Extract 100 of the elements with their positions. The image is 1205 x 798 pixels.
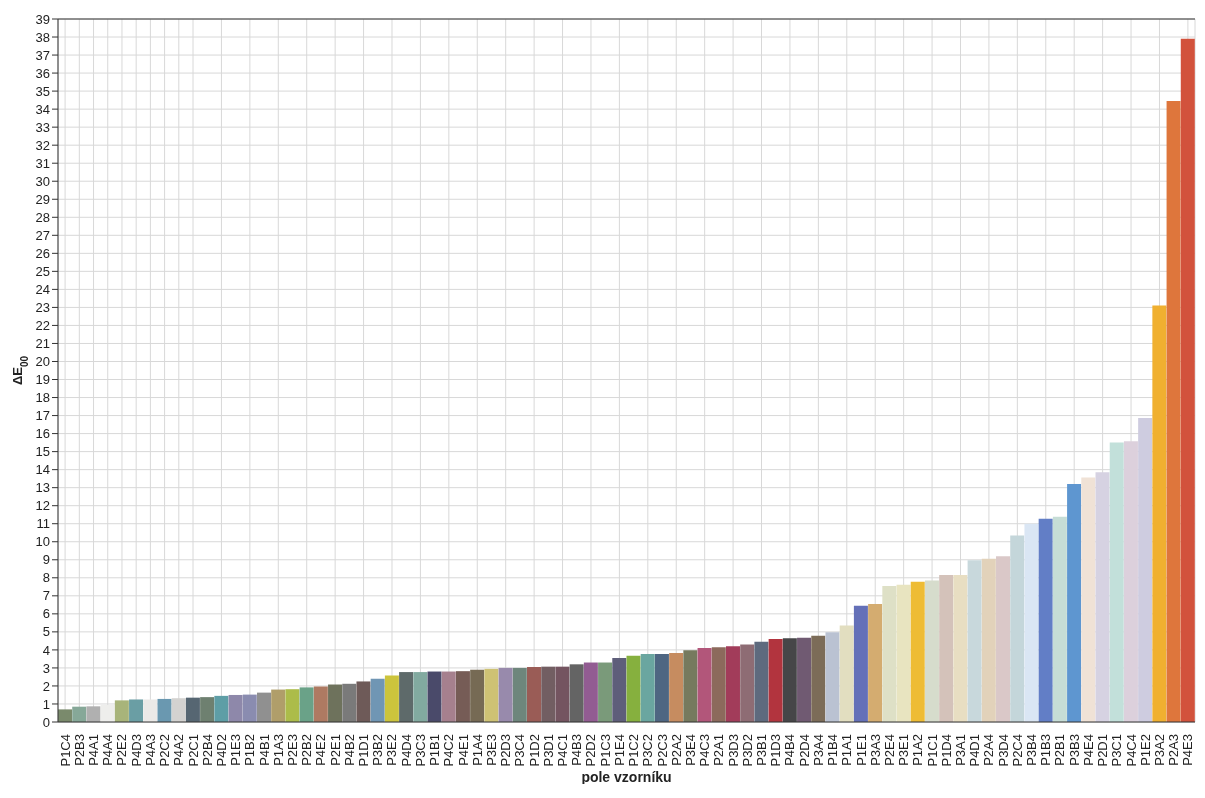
bar bbox=[200, 697, 215, 722]
y-tick-label: 17 bbox=[35, 408, 50, 424]
bar bbox=[271, 689, 286, 722]
x-tick-label: P1B4 bbox=[825, 734, 841, 766]
x-tick-label: P4E1 bbox=[455, 734, 471, 766]
bar bbox=[484, 668, 499, 722]
x-tick-label: P4B4 bbox=[782, 734, 798, 766]
x-tick-label: P3A1 bbox=[952, 734, 968, 766]
bar bbox=[1052, 516, 1067, 722]
bar bbox=[1067, 484, 1082, 722]
x-tick-label: P2C4 bbox=[1009, 734, 1025, 767]
y-tick-label: 26 bbox=[35, 245, 50, 261]
x-tick-label: P2B3 bbox=[71, 734, 87, 766]
bar bbox=[768, 639, 783, 722]
x-tick-label: P4E2 bbox=[313, 734, 329, 766]
y-tick-label: 1 bbox=[42, 696, 50, 712]
y-tick-label: 20 bbox=[35, 354, 50, 370]
x-tick-label: P3E1 bbox=[896, 734, 912, 766]
y-tick-label: 25 bbox=[35, 263, 50, 279]
bar bbox=[868, 603, 883, 722]
y-tick-label: 31 bbox=[35, 155, 50, 171]
y-tick-label: 6 bbox=[42, 606, 50, 622]
x-tick-label: P2A2 bbox=[668, 734, 684, 766]
x-tick-label: P1A3 bbox=[270, 734, 286, 766]
y-tick-label: 33 bbox=[35, 119, 50, 135]
x-tick-label: P4E3 bbox=[1180, 734, 1196, 766]
bar bbox=[1038, 518, 1053, 722]
bar bbox=[100, 704, 115, 722]
bar bbox=[725, 646, 740, 722]
x-tick-label: P2E3 bbox=[285, 734, 301, 766]
x-tick-label: P3C2 bbox=[640, 734, 656, 767]
x-tick-label: P2B2 bbox=[299, 734, 315, 766]
bar bbox=[967, 560, 982, 722]
x-tick-label: P4C3 bbox=[697, 734, 713, 767]
bar bbox=[399, 672, 414, 722]
x-tick-label: P3E2 bbox=[384, 734, 400, 766]
bar bbox=[299, 687, 314, 722]
x-tick-label: P4D1 bbox=[967, 734, 983, 767]
x-tick-label: P1E2 bbox=[1137, 734, 1153, 766]
bar bbox=[626, 655, 641, 722]
y-tick-label: 16 bbox=[35, 426, 50, 442]
x-tick-label: P3D3 bbox=[725, 734, 741, 767]
x-tick-label: P2E2 bbox=[114, 734, 130, 766]
bar bbox=[825, 632, 840, 722]
x-tick-label: P4B3 bbox=[569, 734, 585, 766]
y-tick-label: 39 bbox=[35, 11, 50, 27]
x-tick-label: P3E4 bbox=[682, 734, 698, 766]
x-tick-label: P4A1 bbox=[86, 734, 102, 766]
y-tick-label: 11 bbox=[36, 516, 50, 532]
x-axis-title: pole vzorníku bbox=[581, 769, 672, 785]
y-tick-label: 15 bbox=[35, 444, 50, 460]
bar bbox=[356, 681, 371, 722]
x-tick-label: P1B2 bbox=[242, 734, 258, 766]
x-tick-label: P2A4 bbox=[981, 734, 997, 766]
x-tick-label: P3C3 bbox=[412, 734, 428, 767]
bar bbox=[654, 654, 669, 722]
y-tick-label: 37 bbox=[35, 47, 50, 63]
x-tick-label: P3B3 bbox=[1066, 734, 1082, 766]
bar bbox=[342, 683, 357, 722]
bar bbox=[740, 644, 755, 722]
bar bbox=[981, 558, 996, 722]
y-tick-label: 22 bbox=[35, 318, 50, 334]
bar bbox=[1024, 523, 1039, 722]
bar bbox=[328, 684, 343, 722]
bar bbox=[910, 581, 925, 722]
bar bbox=[129, 699, 144, 722]
x-tick-label: P1B3 bbox=[1038, 734, 1054, 766]
y-tick-label: 29 bbox=[35, 191, 50, 207]
x-tick-label: P1D1 bbox=[356, 734, 372, 767]
bar bbox=[598, 662, 613, 722]
y-tick-label: 2 bbox=[42, 678, 50, 694]
bar bbox=[313, 686, 328, 722]
bar bbox=[256, 692, 271, 722]
x-tick-label: P2D4 bbox=[796, 734, 812, 767]
y-tick-label: 12 bbox=[35, 498, 50, 514]
x-tick-label: P2A1 bbox=[711, 734, 727, 766]
y-tick-label: 21 bbox=[35, 336, 50, 352]
x-tick-label: P3A3 bbox=[867, 734, 883, 766]
x-tick-label: P2C3 bbox=[654, 734, 670, 767]
x-tick-label: P1E1 bbox=[853, 734, 869, 766]
x-tick-label: P4B1 bbox=[256, 734, 272, 766]
x-tick-label: P4B2 bbox=[341, 734, 357, 766]
x-tick-label: P1A4 bbox=[469, 734, 485, 766]
bar bbox=[1109, 442, 1124, 722]
bar bbox=[370, 678, 385, 722]
y-tick-label: 3 bbox=[42, 660, 50, 676]
x-tick-label: P1D3 bbox=[768, 734, 784, 767]
x-tick-label: P1D4 bbox=[938, 734, 954, 767]
x-tick-label: P1E3 bbox=[228, 734, 244, 766]
bar bbox=[384, 675, 399, 722]
y-tick-label: 36 bbox=[35, 65, 50, 81]
x-tick-label: P4E4 bbox=[1080, 734, 1096, 766]
bar bbox=[569, 664, 584, 722]
bar bbox=[996, 556, 1011, 722]
bar bbox=[185, 697, 200, 722]
y-tick-label: 10 bbox=[35, 534, 50, 550]
bar bbox=[669, 652, 684, 722]
x-tick-label: P4D2 bbox=[213, 734, 229, 767]
bar bbox=[143, 699, 158, 722]
y-tick-label: 18 bbox=[35, 390, 50, 406]
